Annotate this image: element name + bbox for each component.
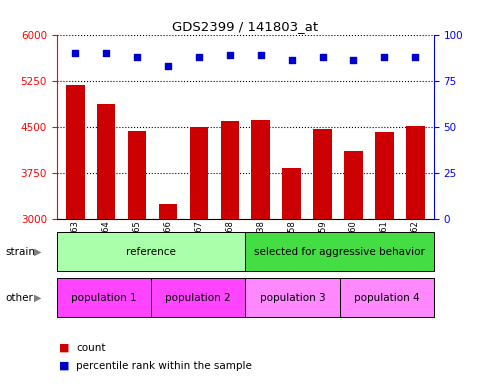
Text: percentile rank within the sample: percentile rank within the sample — [76, 361, 252, 371]
Text: population 4: population 4 — [354, 293, 420, 303]
Bar — [375, 132, 393, 219]
Bar — [251, 120, 270, 219]
Text: strain: strain — [5, 247, 35, 257]
Point — [226, 52, 234, 58]
Text: population 1: population 1 — [71, 293, 137, 303]
Bar — [245, 278, 340, 317]
Bar — [97, 104, 115, 219]
Text: population 3: population 3 — [260, 293, 325, 303]
Bar — [57, 278, 151, 317]
Point — [133, 54, 141, 60]
Bar — [340, 278, 434, 317]
Title: GDS2399 / 141803_at: GDS2399 / 141803_at — [172, 20, 318, 33]
Text: population 2: population 2 — [165, 293, 231, 303]
Bar — [159, 204, 177, 219]
Bar — [245, 232, 434, 271]
Point — [288, 57, 296, 63]
Bar — [406, 126, 424, 219]
Text: other: other — [5, 293, 33, 303]
Point — [257, 52, 265, 58]
Point — [381, 54, 388, 60]
Point — [318, 54, 326, 60]
Point — [350, 57, 357, 63]
Text: ■: ■ — [59, 361, 70, 371]
Bar — [151, 278, 245, 317]
Text: ▶: ▶ — [34, 247, 41, 257]
Text: ■: ■ — [59, 343, 70, 353]
Bar — [190, 127, 208, 219]
Bar — [57, 232, 245, 271]
Point — [164, 63, 172, 69]
Text: count: count — [76, 343, 106, 353]
Point — [71, 50, 79, 56]
Bar — [313, 129, 332, 219]
Bar — [344, 151, 363, 219]
Bar — [66, 85, 84, 219]
Point — [411, 54, 419, 60]
Point — [195, 54, 203, 60]
Text: ▶: ▶ — [34, 293, 41, 303]
Bar — [282, 169, 301, 219]
Bar — [220, 121, 239, 219]
Text: reference: reference — [126, 247, 176, 257]
Bar — [128, 131, 146, 219]
Text: selected for aggressive behavior: selected for aggressive behavior — [254, 247, 425, 257]
Point — [102, 50, 110, 56]
